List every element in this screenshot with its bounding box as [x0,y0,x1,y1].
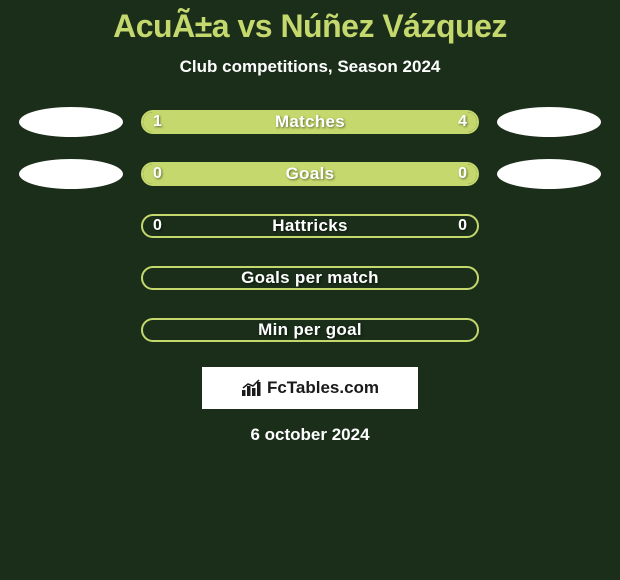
avatar-spacer [497,211,601,241]
stat-row: Min per goal [0,315,620,345]
avatar-spacer [497,315,601,345]
stat-bar: Min per goal [141,318,479,342]
page-subtitle: Club competitions, Season 2024 [0,57,620,77]
stat-label: Goals per match [143,268,477,288]
stat-row: 00Goals [0,159,620,189]
stat-label: Min per goal [143,320,477,340]
stat-row: 00Hattricks [0,211,620,241]
player-left-avatar [19,159,123,189]
chart-icon [241,379,263,397]
avatar-spacer [19,211,123,241]
avatar-spacer [19,263,123,293]
logo-text: FcTables.com [267,378,379,398]
player-right-avatar [497,107,601,137]
player-left-avatar [19,107,123,137]
stat-bar: 00Hattricks [141,214,479,238]
stat-bar: 00Goals [141,162,479,186]
date-label: 6 october 2024 [0,425,620,445]
page-title: AcuÃ±a vs Núñez Vázquez [0,8,620,45]
avatar-spacer [19,315,123,345]
player-right-avatar [497,159,601,189]
site-logo[interactable]: FcTables.com [202,367,418,409]
comparison-container: AcuÃ±a vs Núñez Vázquez Club competition… [0,0,620,445]
avatar-spacer [497,263,601,293]
stat-bar: Goals per match [141,266,479,290]
stat-label: Hattricks [143,216,477,236]
stats-rows: 14Matches 00Goals 00Hattricks Goals per mat… [0,107,620,345]
stat-label: Matches [143,112,477,132]
stat-row: 14Matches [0,107,620,137]
stat-row: Goals per match [0,263,620,293]
stat-bar: 14Matches [141,110,479,134]
stat-label: Goals [143,164,477,184]
